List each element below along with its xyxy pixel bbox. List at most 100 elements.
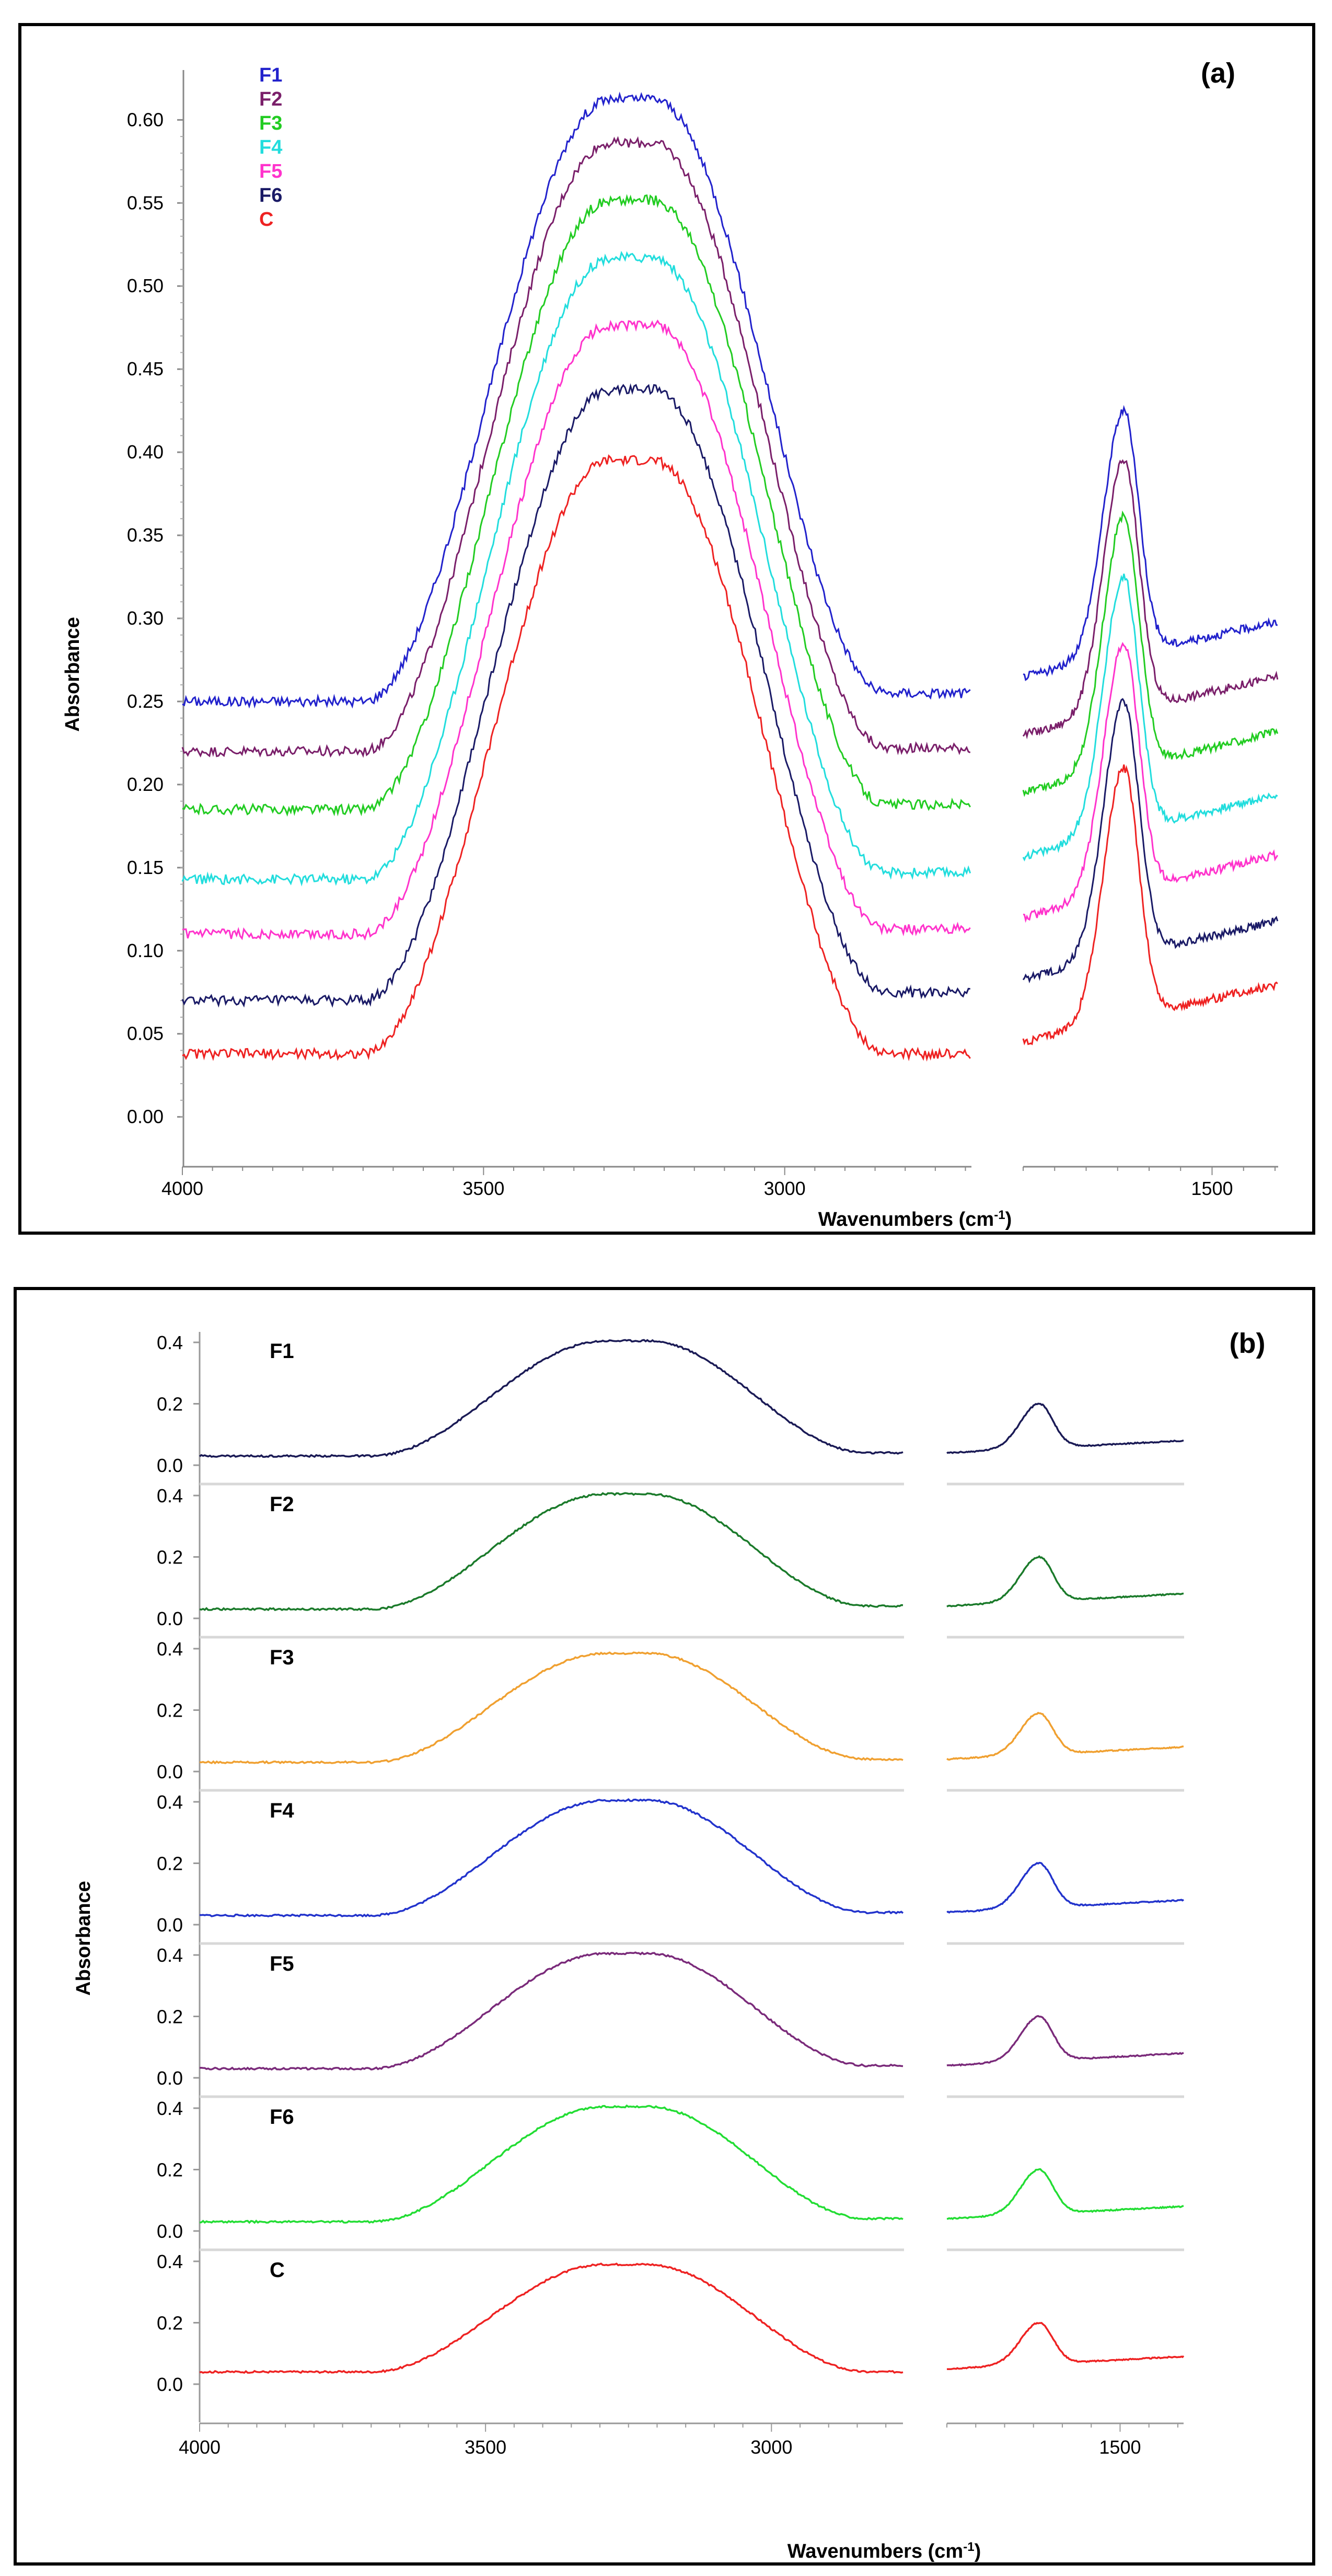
subplot-label-c: C [270, 2259, 285, 2282]
subplot-labels-b: F1 F2 F3 F4 F5 F6 C [270, 1340, 294, 2282]
series-line-f1-oh [182, 91, 971, 709]
series-line-f2-amide [1022, 459, 1279, 740]
y-tick-label-b: 0.2 [157, 2006, 183, 2028]
x-tick-label-a: 1500 [1191, 1178, 1233, 1199]
subplot-label-f2: F2 [270, 1493, 294, 1516]
series-line-f3-amide-b [946, 1711, 1184, 1761]
y-tick-label-b: 0.0 [157, 1608, 183, 1629]
y-axis-title-b: Absorbance [73, 1881, 95, 1996]
series-line-f1-amide-b [946, 1402, 1184, 1454]
series-lines-b [199, 1339, 1185, 2374]
chart-b-svg: (b) Absorbance Wavenumbers (cm-1) 0.0 0.2… [73, 1328, 1266, 2563]
y-tick-label-b: 0.2 [157, 1547, 183, 1568]
y-tick-label-b: 0.4 [157, 1332, 183, 1353]
panel-label-b: (b) [1230, 1328, 1266, 1359]
y-tick-label-b: 0.2 [157, 1853, 183, 1874]
series-line-f5-amide [1023, 641, 1279, 923]
series-line-f3-amide [1022, 510, 1279, 797]
series-line-f2-oh [181, 136, 971, 758]
y-tick-label-a: 0.60 [127, 109, 164, 130]
y-tick-label-a: 0.00 [127, 1106, 164, 1128]
subplot-label-f6: F6 [270, 2106, 294, 2129]
series-line-f5-oh-b [199, 1951, 904, 2071]
chart-a-svg: (a) Absorbance Wavenumbers (cm-1) 0.000.… [62, 58, 1279, 1231]
legend-a: F1 F2 F3 F4 F5 F6 C [259, 64, 282, 231]
y-tick-label-a: 0.25 [127, 691, 164, 712]
series-line-f6-oh-b [199, 2104, 904, 2224]
series-line-f5-oh [182, 319, 971, 941]
x-tick-label-a: 3500 [462, 1178, 504, 1199]
y-tick-label-a: 0.10 [127, 940, 164, 961]
y-tick-label-a: 0.45 [127, 358, 164, 380]
y-tick-label-a: 0.40 [127, 441, 164, 463]
legend-entry-f4: F4 [259, 136, 282, 158]
subplot-label-f3: F3 [270, 1646, 294, 1669]
y-tick-label-a: 0.50 [127, 275, 164, 296]
axes-a: 0.00 0.05 0.10 0.15 0.20 0.25 0.30 0.35 0.40 0.45… [127, 70, 1278, 1199]
y-tick-label-a: 0.55 [127, 192, 164, 213]
series-line-f6-amide-b [946, 2168, 1184, 2221]
x-tick-label-b: 3500 [465, 2436, 506, 2458]
x-tick-label-b: 4000 [179, 2436, 221, 2458]
subplot-label-f1: F1 [270, 1340, 294, 1363]
series-line-c-oh-b [199, 2262, 904, 2374]
y-tick-label-b: 0.0 [157, 1761, 183, 1782]
y-tick-label-a: 0.05 [127, 1023, 164, 1044]
y-tick-label-b: 0.0 [157, 1455, 183, 1476]
series-lines-a [181, 91, 1279, 1062]
y-tick-label-b: 0.2 [157, 2313, 183, 2334]
y-tick-label-b: 0.4 [157, 1945, 183, 1966]
series-line-f2-amide-b [946, 1555, 1184, 1608]
legend-entry-c: C [259, 209, 273, 231]
y-tick-label-b: 0.2 [157, 2159, 183, 2181]
legend-entry-f3: F3 [259, 112, 282, 134]
y-tick-label-a: 0.20 [127, 774, 164, 795]
series-line-f4-oh [181, 250, 971, 887]
x-tick-label-b: 1500 [1099, 2436, 1141, 2458]
chart-panel-b: (b) Absorbance Wavenumbers (cm-1) 0.0 0.2… [14, 1287, 1315, 2566]
subplot-label-f5: F5 [270, 1952, 294, 1975]
x-tick-label-b: 3000 [750, 2436, 792, 2458]
y-axis-title-a: Absorbance [62, 617, 84, 732]
y-tick-label-b: 0.2 [157, 1700, 183, 1721]
x-axis-title-a: Wavenumbers (cm-1) [818, 1208, 1012, 1231]
series-line-f3-oh-b [199, 1651, 904, 1765]
series-line-f3-oh [182, 194, 971, 817]
series-line-f6-oh [181, 383, 970, 1008]
x-tick-label-a: 4000 [161, 1178, 203, 1199]
y-tick-label-b: 0.4 [157, 1638, 183, 1660]
panel-label-a: (a) [1201, 58, 1235, 89]
y-tick-label-b: 0.0 [157, 2067, 183, 2089]
series-line-c-amide-b [946, 2321, 1185, 2371]
legend-entry-f6: F6 [259, 185, 282, 206]
chart-panel-a: (a) Absorbance Wavenumbers (cm-1) 0.00 0.… [18, 23, 1315, 1235]
series-line-c-amide [1022, 764, 1278, 1045]
y-tick-label-b: 0.4 [157, 2251, 183, 2272]
legend-entry-f2: F2 [259, 88, 282, 110]
series-line-c-oh [182, 454, 971, 1062]
y-tick-label-a: 0.35 [127, 524, 164, 546]
y-tick-label-b: 0.4 [157, 1791, 183, 1813]
series-line-f1-oh-b [199, 1339, 904, 1458]
y-tick-label-b: 0.4 [157, 2098, 183, 2119]
subplot-label-f4: F4 [270, 1799, 294, 1822]
legend-entry-f5: F5 [259, 160, 282, 182]
y-tick-label-a: 0.15 [127, 857, 164, 878]
y-tick-label-b: 0.0 [157, 2221, 183, 2242]
y-tick-label-a: 0.30 [127, 607, 164, 629]
series-line-f2-oh-b [199, 1492, 904, 1612]
series-line-f4-oh-b [199, 1798, 904, 1918]
y-tick-label-b: 0.2 [157, 1394, 183, 1415]
x-axis-title-b: Wavenumbers (cm-1) [787, 2540, 981, 2563]
series-line-f4-amide [1022, 573, 1278, 862]
y-tick-label-b: 0.0 [157, 2374, 183, 2395]
axes-b: 0.0 0.2 0.4 0.0 0.2 0.4 0.0 0.2 0.4 0.0 0.2 0.4 0.0 0… [157, 1332, 1184, 2458]
series-line-f6-amide [1022, 698, 1279, 984]
series-line-f5-amide-b [946, 2015, 1184, 2067]
legend-entry-f1: F1 [259, 64, 282, 86]
x-tick-label-a: 3000 [764, 1178, 806, 1199]
y-tick-label-b: 0.4 [157, 1485, 183, 1506]
series-line-f4-amide-b [946, 1861, 1184, 1914]
series-line-f1-amide [1023, 405, 1278, 681]
y-tick-label-b: 0.0 [157, 1914, 183, 1936]
